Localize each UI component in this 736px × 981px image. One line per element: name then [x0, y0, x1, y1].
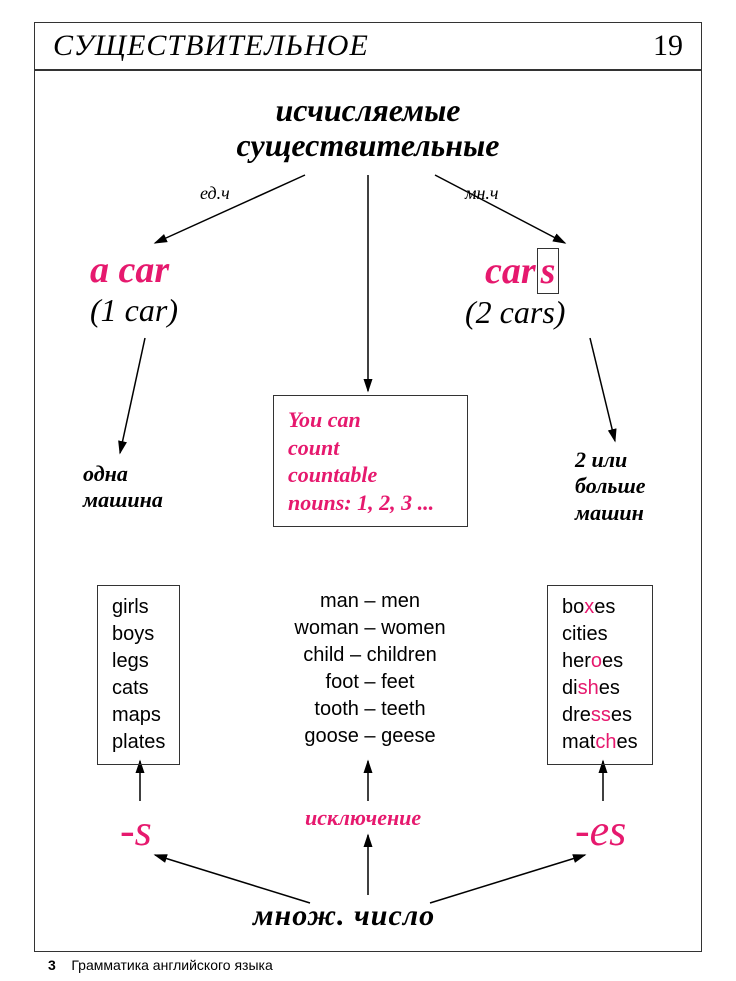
list-item: plates [112, 729, 165, 756]
singular-ru: одна машина [83, 461, 163, 514]
irregular-pair: man – men [260, 588, 480, 615]
es-suffix-list: boxescitiesheroesdishesdressesmatches [547, 585, 653, 765]
list-item: matches [562, 729, 638, 756]
note-l4: nouns: 1, 2, 3 ... [288, 489, 453, 517]
page-footer: 3 Грамматика английского языка [48, 957, 273, 973]
list-item: boxes [562, 594, 638, 621]
note-l3: countable [288, 461, 453, 489]
list-item: cats [112, 675, 165, 702]
article-a: a [90, 249, 119, 291]
singular-paren: (1 car) [90, 292, 178, 329]
plural-ru: 2 или больше машин [575, 447, 646, 526]
list-item: boys [112, 621, 165, 648]
irregular-pair: foot – feet [260, 669, 480, 696]
list-item: dresses [562, 702, 638, 729]
list-item: girls [112, 594, 165, 621]
plural-head: cars [485, 248, 565, 294]
plural-ru-l3: машин [575, 500, 646, 526]
footer-num: 3 [48, 957, 56, 973]
page-frame: СУЩЕСТВИТЕЛЬНОЕ 19 исчисляемые существит… [34, 22, 702, 952]
exception-label: исключение [305, 805, 421, 831]
singular-ru-l2: машина [83, 487, 163, 513]
singular-block: a car (1 car) [90, 248, 178, 329]
list-item: heroes [562, 648, 638, 675]
singular-head: a car [90, 248, 178, 292]
plural-ru-l1: 2 или [575, 447, 646, 473]
countable-note: You can count countable nouns: 1, 2, 3 .… [273, 395, 468, 527]
irregular-pair: goose – geese [260, 723, 480, 750]
singular-ru-l1: одна [83, 461, 163, 487]
list-item: cities [562, 621, 638, 648]
plural-ru-l2: больше [575, 473, 646, 499]
note-l2: count [288, 434, 453, 462]
irregular-pair: tooth – teeth [260, 696, 480, 723]
list-item: dishes [562, 675, 638, 702]
suffix-s: -s [120, 805, 152, 856]
note-l1: You can [288, 406, 453, 434]
footer-text: Грамматика английского языка [71, 957, 272, 973]
singular-word: car [119, 249, 170, 291]
s-suffix-list: girlsboyslegscatsmapsplates [97, 585, 180, 765]
plural-section-title: множ. число [253, 899, 435, 933]
irregular-pair: child – children [260, 642, 480, 669]
suffix-es: -es [575, 805, 626, 856]
list-item: legs [112, 648, 165, 675]
plural-paren: (2 cars) [465, 294, 565, 331]
list-item: maps [112, 702, 165, 729]
irregular-pairs: man – menwoman – womenchild – childrenfo… [260, 588, 480, 750]
plural-s-box: s [537, 248, 560, 294]
plural-block: cars (2 cars) [485, 248, 565, 331]
irregular-pair: woman – women [260, 615, 480, 642]
plural-word: car [485, 250, 536, 292]
